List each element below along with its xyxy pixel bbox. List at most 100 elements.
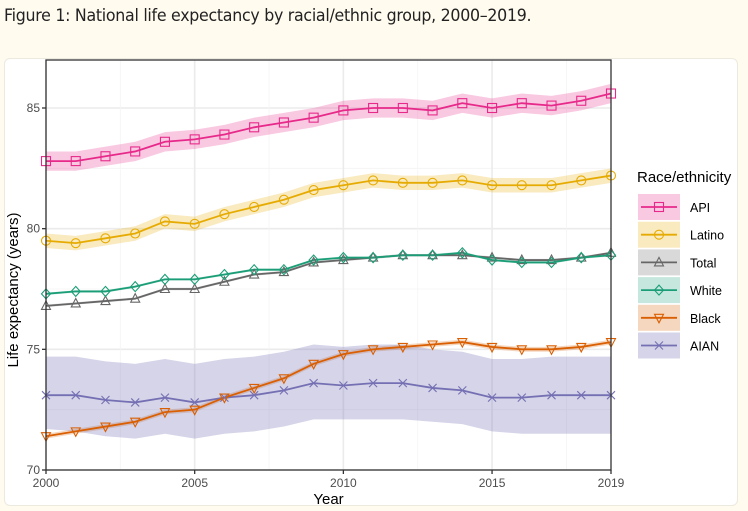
data-point-api <box>397 102 408 114</box>
data-point-aian <box>160 393 170 402</box>
legend-label: Total <box>690 256 716 270</box>
data-point-total <box>575 251 587 262</box>
data-point-white <box>100 285 111 298</box>
data-point-total <box>248 268 260 279</box>
data-point-latino <box>427 177 438 188</box>
data-point-latino <box>278 194 289 205</box>
data-point-api <box>546 100 557 111</box>
legend-title: Race/ethnicity <box>637 169 732 186</box>
data-point-api <box>100 151 111 162</box>
figure-caption: Figure 1: National life expectancy by ra… <box>4 6 532 26</box>
axes: 70 75 80 85 2000 2005 2010 2015 2019 <box>27 101 625 490</box>
data-point-latino <box>516 180 527 191</box>
legend-item-total: Total <box>638 249 716 276</box>
data-point-total <box>367 251 379 262</box>
data-point-black <box>129 417 141 428</box>
data-point-black <box>308 359 320 370</box>
data-point-black <box>456 338 468 349</box>
data-point-latino <box>70 238 81 249</box>
data-point-aian <box>101 395 110 405</box>
data-point-latino <box>189 218 200 229</box>
legend-item-latino: Latino <box>638 221 724 248</box>
legend-marker-icon <box>653 284 665 296</box>
data-point-white <box>486 254 498 266</box>
data-point-black <box>100 422 111 433</box>
series-line-white <box>45 251 612 295</box>
data-point-api <box>516 98 527 109</box>
data-point-white <box>457 246 468 259</box>
legend-label: API <box>690 201 710 215</box>
data-point-total <box>397 249 409 260</box>
data-point-aian <box>368 378 378 388</box>
data-point-white <box>427 249 438 262</box>
data-point-latino <box>249 201 260 212</box>
x-tick-label: 2010 <box>330 476 357 490</box>
data-point-aian <box>279 385 289 395</box>
data-point-black <box>337 350 349 361</box>
data-point-aian <box>249 390 259 400</box>
data-point-total <box>70 297 82 308</box>
data-point-white <box>338 251 349 264</box>
data-point-black <box>189 405 201 416</box>
data-point-aian <box>517 393 527 402</box>
x-tick-label: 2005 <box>181 476 208 490</box>
data-point-api <box>219 129 230 140</box>
data-point-white <box>70 285 81 298</box>
data-point-aian <box>428 383 437 393</box>
data-point-aian <box>309 378 319 388</box>
legend-label: AIAN <box>690 340 719 354</box>
legend-label: Black <box>690 312 721 326</box>
data-point-api <box>308 112 319 123</box>
legend-item-white: White <box>638 277 722 304</box>
data-point-white <box>397 249 409 262</box>
legend-marker-icon <box>653 229 665 240</box>
data-point-api <box>368 102 379 114</box>
legend: Race/ethnicity API Latino Total White Black AI… <box>637 169 732 359</box>
data-point-total <box>427 249 438 260</box>
legend-label: Latino <box>690 229 724 243</box>
x-axis-title: Year <box>313 491 343 508</box>
data-point-white <box>278 263 290 276</box>
data-point-api <box>487 102 498 114</box>
chart-card <box>4 58 738 506</box>
data-point-aian <box>190 398 200 407</box>
legend-item-black: Black <box>638 304 721 331</box>
data-point-black <box>486 342 498 354</box>
data-point-latino <box>457 175 468 186</box>
x-tick-label: 2000 <box>33 476 60 490</box>
data-point-total <box>100 294 111 306</box>
data-point-white <box>308 254 319 266</box>
data-point-latino <box>397 177 408 188</box>
series-line-black <box>45 341 612 438</box>
data-point-black <box>219 393 230 404</box>
data-point-aian <box>220 393 229 402</box>
data-point-white <box>576 251 587 264</box>
data-point-total <box>456 249 468 260</box>
confidence-band-aian <box>46 344 611 439</box>
series-line-total <box>45 251 612 307</box>
data-point-total <box>308 256 320 267</box>
data-point-black <box>546 345 557 356</box>
legend-marker-icon <box>653 256 665 267</box>
legend-marker-icon <box>653 201 665 213</box>
data-point-latino <box>546 180 557 191</box>
x-tick-label: 2015 <box>479 476 506 490</box>
data-point-white <box>219 268 230 281</box>
data-point-total <box>337 253 349 265</box>
confidence-band-api <box>46 83 611 171</box>
data-point-api <box>159 136 170 147</box>
y-tick-label: 85 <box>27 101 41 115</box>
data-point-white <box>367 251 379 264</box>
data-point-api <box>457 98 468 109</box>
data-point-aian <box>457 385 467 395</box>
data-point-black <box>159 408 171 419</box>
data-point-aian <box>130 398 140 407</box>
data-point-latino <box>100 233 111 244</box>
data-point-white <box>129 280 141 293</box>
data-point-aian <box>398 378 408 388</box>
data-point-white <box>248 263 260 276</box>
data-point-total <box>219 275 230 286</box>
y-tick-label: 80 <box>27 222 41 236</box>
data-point-aian <box>487 393 497 402</box>
